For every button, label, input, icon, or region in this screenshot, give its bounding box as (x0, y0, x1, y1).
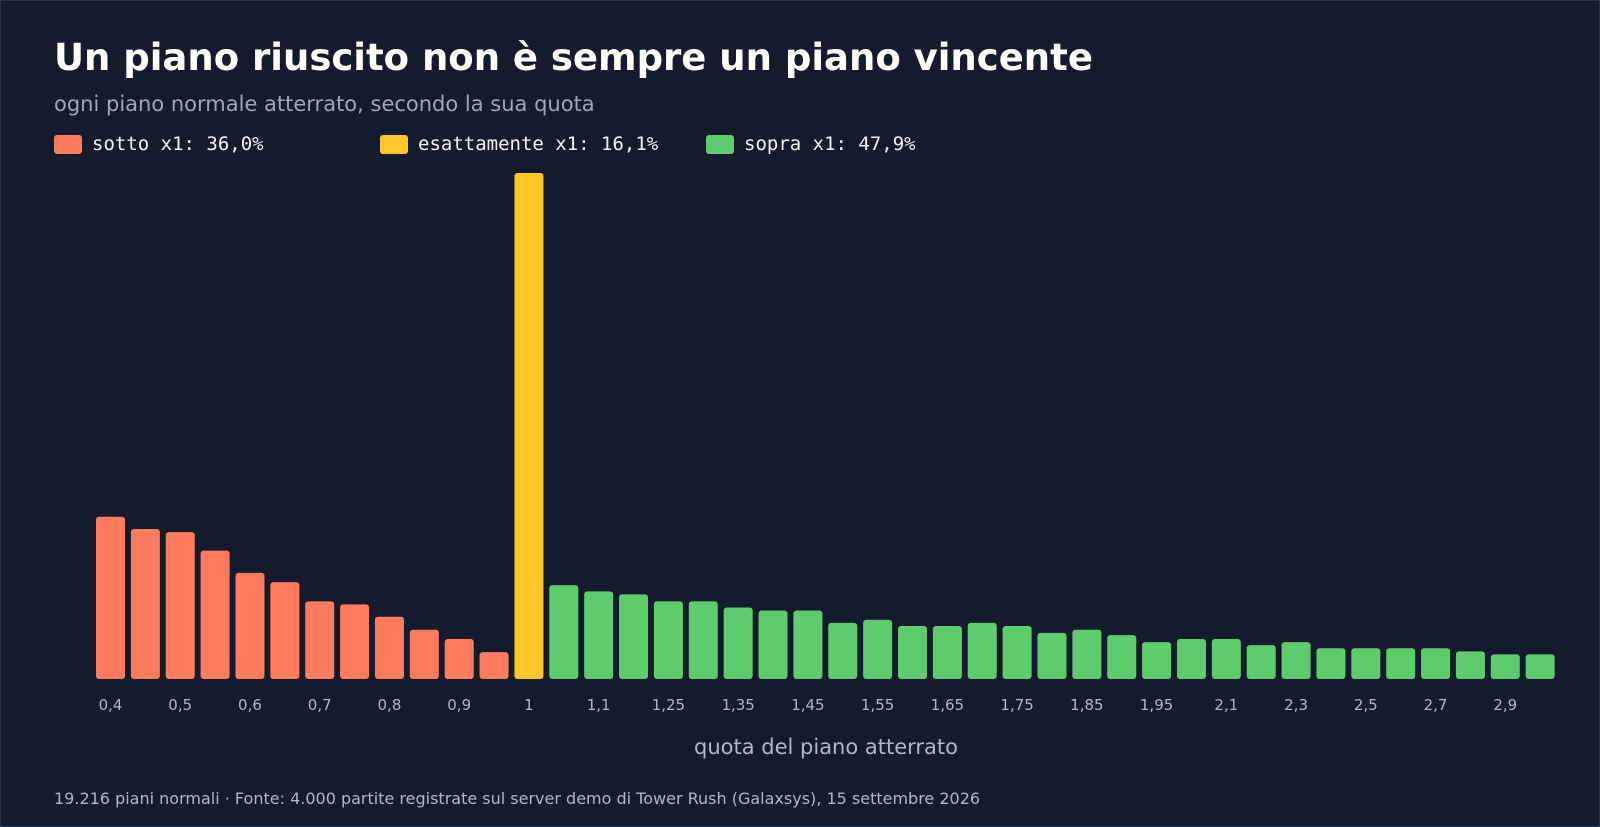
x-tick-label: 2,7 (1424, 696, 1448, 714)
x-tick-label: 1,65 (931, 696, 964, 714)
bar-2-1 (1211, 639, 1241, 679)
legend-swatch-below (54, 134, 82, 154)
x-tick-label: 1,45 (791, 696, 824, 714)
x-tick-label: 0,9 (447, 696, 471, 714)
x-tick-label: 2,5 (1354, 696, 1378, 714)
bar-0-4 (96, 516, 125, 679)
bar-0-9 (444, 639, 474, 679)
bar-1 (514, 173, 544, 679)
x-tick-label: 2,3 (1284, 696, 1308, 714)
bar-2-9 (1490, 654, 1520, 679)
bar-1-05 (549, 585, 579, 679)
legend-item-above: sopra x1: 47,9% (706, 131, 916, 157)
bar-1-4 (758, 610, 788, 679)
x-tick-label: 0,8 (378, 696, 402, 714)
bar-group (96, 173, 1555, 679)
bar-0-85 (409, 629, 439, 679)
x-tick-label: 0,7 (308, 696, 332, 714)
x-tick-label: 1,55 (861, 696, 894, 714)
bar-1-9 (1107, 635, 1137, 679)
x-tick-label: 0,4 (99, 696, 123, 714)
bar-3 (1525, 654, 1555, 679)
source-footer: 19.216 piani normali · Fonte: 4.000 part… (54, 789, 981, 808)
bar-2-2 (1246, 645, 1276, 679)
bar-0-6 (235, 572, 265, 679)
x-tick-label: 1,85 (1070, 696, 1103, 714)
legend-item-below: sotto x1: 36,0% (54, 131, 264, 157)
bar-1-2 (619, 594, 649, 679)
bar-2-5 (1351, 648, 1381, 679)
legend-swatch-above (706, 134, 734, 154)
bar-0-95 (479, 652, 509, 679)
bar-0-7 (305, 601, 335, 679)
x-tick-label: 1,95 (1140, 696, 1173, 714)
bar-1-6 (898, 625, 928, 679)
bar-1-65 (932, 625, 962, 679)
bar-1-95 (1142, 642, 1172, 679)
bar-2-8 (1455, 651, 1485, 679)
x-tick-label: 1,25 (652, 696, 685, 714)
bar-0-5 (165, 532, 195, 679)
bar-1-7 (967, 622, 997, 679)
chart-title: Un piano riuscito non è sempre un piano … (54, 36, 1093, 79)
bar-2-7 (1421, 648, 1451, 679)
bar-0-45 (130, 529, 160, 679)
bar-1-85 (1072, 629, 1102, 679)
legend-label-exact: esattamente x1: 16,1% (418, 133, 659, 155)
bar-1-1 (584, 591, 614, 679)
bar-1-8 (1037, 632, 1067, 679)
bar-1-45 (793, 610, 823, 679)
bar-1-35 (723, 607, 753, 679)
bar-2 (1176, 639, 1206, 679)
bar-1-5 (828, 622, 858, 679)
bar-0-55 (200, 550, 230, 679)
bar-0-8 (374, 616, 404, 679)
bar-1-3 (688, 601, 718, 679)
bar-0-65 (270, 582, 300, 679)
bar-1-75 (1002, 625, 1032, 679)
x-tick-label: 0,6 (238, 696, 262, 714)
bar-2-6 (1386, 648, 1416, 679)
bar-2-3 (1281, 642, 1311, 679)
x-tick-label: 1,75 (1000, 696, 1033, 714)
legend-item-exact: esattamente x1: 16,1% (380, 131, 658, 157)
bar-1-55 (863, 619, 893, 679)
x-tick-label: 1,1 (587, 696, 611, 714)
legend-label-above: sopra x1: 47,9% (744, 133, 916, 155)
legend-label-below: sotto x1: 36,0% (92, 133, 264, 155)
bar-2-4 (1316, 648, 1346, 679)
chart-subtitle: ogni piano normale atterrato, secondo la… (54, 92, 595, 116)
x-tick-label: 2,9 (1493, 696, 1517, 714)
legend-swatch-exact (380, 134, 408, 154)
x-tick-label: 0,5 (168, 696, 192, 714)
bar-1-25 (653, 601, 683, 679)
x-axis-label: quota del piano atterrato (694, 735, 958, 759)
bar-0-75 (340, 604, 370, 679)
x-tick-label: 2,1 (1214, 696, 1238, 714)
x-tick-group: 0,4 0,5 0,6 0,7 0,8 0,9 1 1,1 1,25 1,35 1,45 1,55 1,… (99, 696, 1518, 714)
x-tick-label: 1 (524, 696, 534, 714)
x-tick-label: 1,35 (721, 696, 754, 714)
